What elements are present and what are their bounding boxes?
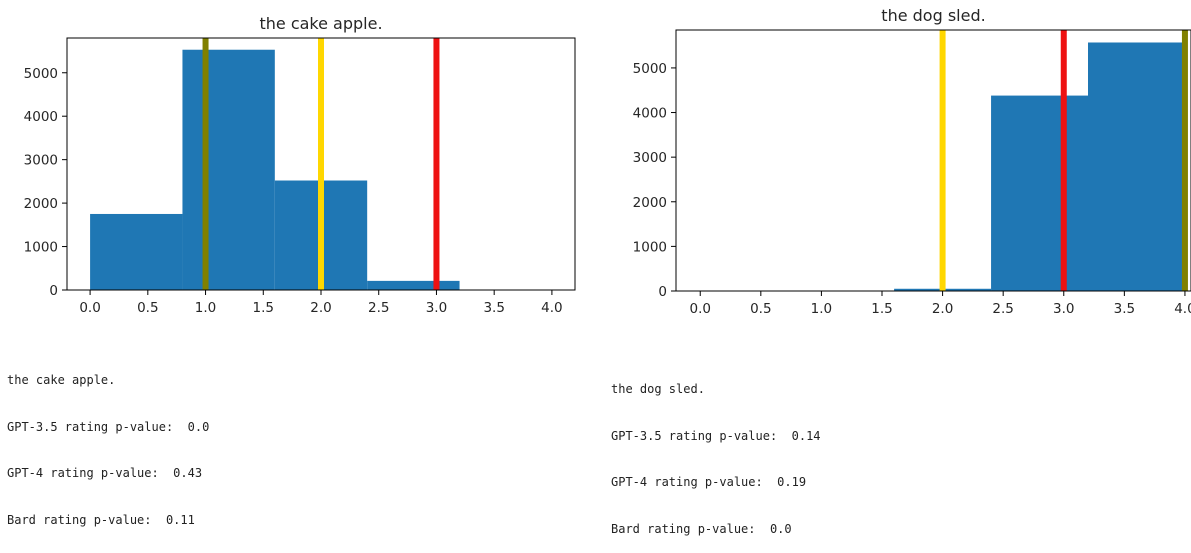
chart-title: the cake apple. bbox=[259, 14, 382, 33]
y-tick-label: 2000 bbox=[24, 196, 58, 212]
y-tick-label: 0 bbox=[658, 284, 667, 300]
x-tick-label: 2.5 bbox=[992, 301, 1013, 317]
x-tick-label: 0.0 bbox=[79, 300, 100, 316]
y-tick-label: 0 bbox=[49, 283, 58, 299]
x-tick-label: 1.5 bbox=[871, 301, 892, 317]
caption-dog-sled: the dog sled. GPT-3.5 rating p-value: 0.… bbox=[611, 351, 821, 553]
chart-title: the dog sled. bbox=[881, 6, 985, 25]
x-tick-label: 3.5 bbox=[483, 300, 504, 316]
x-tick-label: 0.5 bbox=[750, 301, 771, 317]
figure-canvas: 0.0 0.5 1.0 1.5 2.0 2.5 3.0 3.5 4.0 0 1000 2000 3000… bbox=[24, 6, 1191, 317]
y-tick-label: 1000 bbox=[24, 240, 58, 256]
x-tick-label: 1.0 bbox=[811, 301, 832, 317]
chart-panel-1: 0.0 0.5 1.0 1.5 2.0 2.5 3.0 3.5 4.0 0 1000 2000 3000… bbox=[24, 14, 576, 316]
x-tick-label: 3.0 bbox=[1053, 301, 1074, 317]
y-tick-label: 5000 bbox=[633, 61, 667, 77]
y-tick-label: 4000 bbox=[24, 109, 58, 125]
y-tick-label: 1000 bbox=[633, 239, 667, 255]
x-tick-label: 2.5 bbox=[368, 300, 389, 316]
x-tick-label: 1.5 bbox=[253, 300, 274, 316]
histogram-bar bbox=[182, 49, 275, 290]
x-tick-label: 1.0 bbox=[195, 300, 216, 316]
caption-bard-pvalue: Bard rating p-value: 0.11 bbox=[7, 512, 195, 527]
y-tick-label: 5000 bbox=[24, 66, 58, 82]
histogram-bar bbox=[1088, 42, 1185, 291]
caption-bard-pvalue: Bard rating p-value: 0.0 bbox=[611, 521, 792, 536]
x-tick-label: 2.0 bbox=[310, 300, 331, 316]
x-tick-label: 3.5 bbox=[1114, 301, 1135, 317]
y-tick-label: 4000 bbox=[633, 106, 667, 122]
caption-title: the dog sled. bbox=[611, 382, 705, 396]
histogram-bar bbox=[367, 280, 460, 290]
chart-panel-2: 0.0 0.5 1.0 1.5 2.0 2.5 3.0 3.5 4.0 0 1000 2000 3000… bbox=[633, 6, 1191, 317]
caption-gpt4-pvalue: GPT-4 rating p-value: 0.19 bbox=[611, 475, 807, 489]
x-tick-label: 3.0 bbox=[426, 300, 447, 316]
x-tick-label: 0.0 bbox=[689, 301, 710, 317]
y-tick-label: 2000 bbox=[633, 195, 667, 211]
y-tick-label: 3000 bbox=[24, 153, 58, 169]
y-tick-label: 3000 bbox=[633, 150, 667, 166]
caption-title: the cake apple. bbox=[7, 373, 116, 387]
caption-gpt35-pvalue: GPT-3.5 rating p-value: 0.14 bbox=[611, 428, 821, 443]
x-tick-label: 0.5 bbox=[137, 300, 158, 316]
x-tick-label: 2.0 bbox=[932, 301, 953, 317]
x-tick-label: 4.0 bbox=[1174, 301, 1191, 317]
caption-gpt4-pvalue: GPT-4 rating p-value: 0.43 bbox=[7, 466, 203, 480]
histogram-bar bbox=[991, 95, 1088, 291]
x-tick-label: 4.0 bbox=[541, 300, 562, 316]
caption-cake-apple: the cake apple. GPT-3.5 rating p-value: … bbox=[7, 342, 209, 544]
caption-gpt35-pvalue: GPT-3.5 rating p-value: 0.0 bbox=[7, 419, 210, 434]
axes-frame bbox=[675, 29, 1191, 292]
histogram-bar bbox=[90, 213, 183, 290]
